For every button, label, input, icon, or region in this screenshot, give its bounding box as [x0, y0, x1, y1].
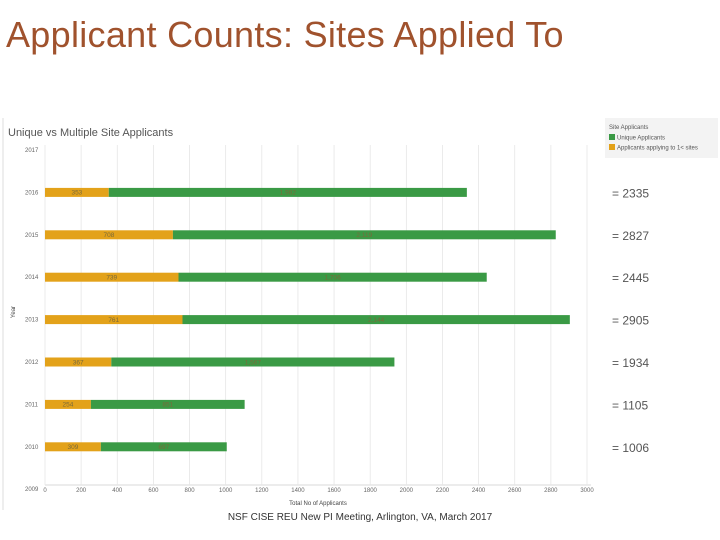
x-axis-title: Total No of Applicants: [289, 501, 347, 507]
bar-unique: [100, 442, 227, 452]
bar-value-label: 739: [106, 275, 117, 282]
bar-multi-site: [45, 357, 112, 367]
y-tick-label: 2015: [25, 233, 39, 239]
bar-value-label: 1,567: [245, 359, 262, 366]
bars: 353 1,982 708 2,119 739 1,706 761 2,144 367 1,567…: [45, 187, 570, 452]
x-tick-label: 200: [76, 488, 87, 494]
total-annotation: = 1006: [612, 441, 649, 455]
bar-value-label: 1,982: [280, 190, 297, 197]
bar-value-label: 1,706: [324, 275, 341, 282]
x-tick-label: 1000: [219, 488, 233, 494]
y-tick-label: 2012: [25, 360, 39, 366]
total-annotation: = 2905: [612, 314, 649, 328]
y-axis-title: Year: [11, 306, 17, 318]
x-tick-label: 1800: [364, 488, 378, 494]
bar-unique: [111, 357, 395, 367]
y-tick-label: 2010: [25, 445, 39, 451]
x-tick-label: 0: [43, 488, 47, 494]
bar-multi-site: [45, 230, 173, 240]
legend-label: Unique Applicants: [617, 136, 665, 142]
x-tick-label: 1400: [291, 488, 305, 494]
legend-items: Unique Applicants Applicants applying to …: [609, 134, 698, 152]
bar-multi-site: [45, 272, 179, 282]
gridlines: [44, 145, 588, 485]
legend-title: Site Applicants: [609, 125, 648, 131]
bar-unique: [182, 315, 570, 325]
y-axis-ticks: 2017 2016 2015 2014 2013 2012 2011 2010 2009: [25, 148, 39, 493]
x-tick-label: 2000: [400, 488, 414, 494]
bar-value-label: 697: [158, 444, 169, 451]
y-tick-label: 2011: [25, 402, 39, 408]
bar-multi-site: [45, 399, 91, 409]
total-annotations: = 2335 = 2827 = 2445 = 2905 = 1934 = 1105 = 10…: [612, 186, 649, 454]
legend-swatch: [609, 144, 615, 150]
bar-unique: [108, 187, 467, 197]
y-tick-label: 2014: [25, 275, 39, 281]
legend: Site Applicants Unique Applicants Applica…: [605, 118, 718, 158]
bar-value-label: 367: [73, 359, 84, 366]
bar-multi-site: [45, 187, 109, 197]
bar-value-label: 2,119: [356, 232, 372, 239]
total-annotation: = 1105: [612, 398, 648, 412]
slide-title: Applicant Counts: Sites Applied To: [6, 14, 564, 55]
bar-multi-site: [45, 315, 183, 325]
x-axis-ticks: 0 200 400 600 800 1000 1200 1400 1600 1800 2000 220…: [43, 488, 594, 494]
total-annotation: = 1934: [612, 356, 649, 370]
slide-footer: NSF CISE REU New PI Meeting, Arlington, …: [227, 512, 493, 523]
total-annotation: = 2827: [612, 229, 649, 243]
bar-value-label: 851: [162, 402, 173, 409]
bar-value-label: 761: [108, 317, 119, 324]
bar-unique: [90, 399, 245, 409]
bar-multi-site: [45, 442, 101, 452]
y-tick-label: 2017: [25, 148, 39, 154]
x-tick-label: 400: [112, 488, 123, 494]
bar-value-label: 353: [71, 190, 82, 197]
bar-value-label: 254: [63, 402, 74, 409]
x-tick-label: 800: [185, 488, 196, 494]
y-tick-label: 2009: [25, 487, 39, 493]
bar-unique: [178, 272, 487, 282]
bar-unique: [172, 230, 556, 240]
total-annotation: = 2335: [612, 186, 649, 200]
x-tick-label: 1200: [255, 488, 269, 494]
legend-label: Applicants applying to 1< sites: [617, 146, 698, 152]
legend-background: [605, 118, 718, 158]
y-tick-label: 2013: [25, 318, 39, 324]
x-tick-label: 600: [148, 488, 159, 494]
y-tick-label: 2016: [25, 190, 39, 196]
x-tick-label: 1600: [327, 488, 341, 494]
legend-swatch: [609, 134, 615, 140]
chart-frame: [2, 118, 591, 510]
x-tick-label: 2400: [472, 488, 486, 494]
chart-title: Unique vs Multiple Site Applicants: [8, 127, 174, 139]
total-annotation: = 2445: [612, 271, 649, 285]
bar-value-label: 309: [67, 444, 78, 451]
x-tick-label: 2600: [508, 488, 522, 494]
x-tick-label: 2800: [544, 488, 558, 494]
bar-value-label: 2,144: [368, 317, 385, 324]
bar-value-label: 708: [104, 232, 115, 239]
x-tick-label: 2200: [436, 488, 450, 494]
x-tick-label: 3000: [580, 488, 594, 494]
